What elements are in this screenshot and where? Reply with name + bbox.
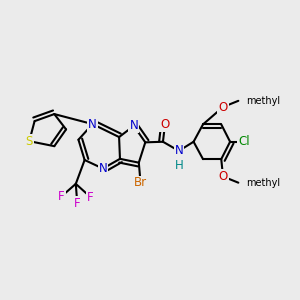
Text: H: H: [175, 159, 183, 172]
Text: O: O: [160, 118, 169, 130]
Text: N: N: [88, 118, 97, 130]
Text: Br: Br: [134, 176, 147, 190]
Text: O: O: [218, 100, 228, 113]
Text: methyl: methyl: [246, 96, 280, 106]
Text: N: N: [129, 119, 138, 132]
Text: N: N: [175, 144, 183, 158]
Text: F: F: [87, 190, 94, 204]
Text: F: F: [74, 197, 81, 210]
Text: S: S: [26, 135, 33, 148]
Text: Cl: Cl: [238, 135, 250, 148]
Text: F: F: [58, 190, 65, 203]
Text: N: N: [98, 162, 107, 175]
Text: methyl: methyl: [246, 178, 280, 188]
Text: O: O: [218, 170, 228, 183]
